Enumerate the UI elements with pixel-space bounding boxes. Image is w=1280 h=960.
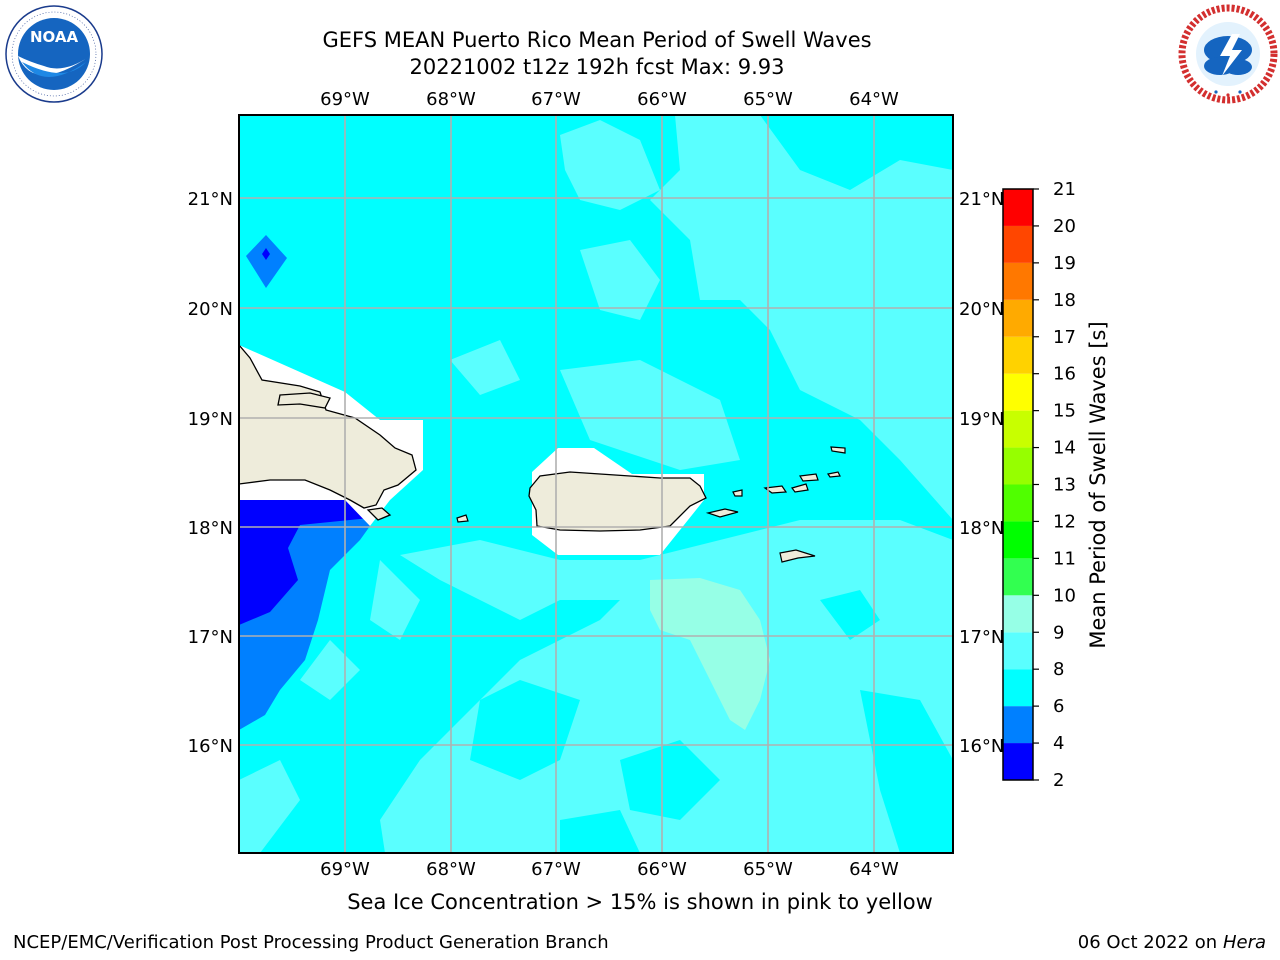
lat-label-left: 16°N	[188, 736, 233, 757]
nws-logo	[1178, 4, 1278, 108]
lon-label-top: 65°W	[743, 89, 793, 110]
colorbar-segment	[1003, 189, 1033, 226]
lon-label-top: 64°W	[849, 89, 899, 110]
colorbar-segment	[1003, 706, 1033, 744]
lon-label-bottom: 65°W	[743, 859, 793, 880]
lat-label-left: 17°N	[188, 627, 233, 648]
colorbar-tick-label: 17	[1053, 327, 1076, 348]
colorbar-segment	[1003, 521, 1033, 559]
colorbar-label: Mean Period of Swell Waves [s]	[1086, 321, 1110, 648]
lat-label-right: 18°N	[959, 518, 1004, 539]
colorbar-segment	[1003, 410, 1033, 448]
lat-label-left: 19°N	[188, 409, 233, 430]
colorbar-segment	[1003, 558, 1033, 596]
lon-label-bottom: 69°W	[320, 859, 370, 880]
map-frame	[238, 114, 954, 854]
colorbar-tick-label: 9	[1053, 622, 1064, 643]
colorbar: 2 4 6 8 9 10 11 12 13 14 15 16 17 18 19 20 21	[1002, 179, 1076, 791]
lon-label-bottom: 64°W	[849, 859, 899, 880]
colorbar-tick-label: 6	[1053, 696, 1064, 717]
lat-label-right: 19°N	[959, 409, 1004, 430]
colorbar-tick-label: 16	[1053, 364, 1076, 385]
colorbar-tick-label: 2	[1053, 770, 1064, 791]
colorbar-tick-label: 15	[1053, 401, 1076, 422]
footer-date: 06 Oct 2022 on Hera	[1078, 932, 1266, 953]
lon-label-bottom: 67°W	[531, 859, 581, 880]
colorbar-segment	[1003, 669, 1033, 707]
colorbar-tick-label: 10	[1053, 585, 1076, 606]
lat-label-right: 17°N	[959, 627, 1004, 648]
footer-host: Hera	[1222, 932, 1266, 953]
colorbar-segment	[1003, 336, 1033, 374]
sea-ice-caption: Sea Ice Concentration > 15% is shown in …	[347, 890, 933, 914]
lon-label-top: 66°W	[637, 89, 687, 110]
colorbar-segment	[1003, 484, 1033, 522]
lon-label-top: 69°W	[320, 89, 370, 110]
colorbar-tick-label: 13	[1053, 475, 1076, 496]
small-islands	[456, 446, 846, 563]
map-subtitle: 20221002 t12z 192h fcst Max: 9.93	[409, 55, 785, 79]
colorbar-tick-label: 8	[1053, 659, 1064, 680]
swell-contour-6-8-patches	[470, 590, 953, 853]
lon-label-bottom: 68°W	[426, 859, 476, 880]
colorbar-tick-label: 20	[1053, 216, 1076, 237]
colorbar-tick-label: 21	[1053, 179, 1076, 200]
footer-org: NCEP/EMC/Verification Post Processing Pr…	[13, 932, 609, 953]
colorbar-tick-label: 12	[1053, 511, 1076, 532]
colorbar-tick-label: 19	[1053, 253, 1076, 274]
lon-label-top: 68°W	[426, 89, 476, 110]
colorbar-tick-label: 14	[1053, 438, 1076, 459]
lat-label-right: 16°N	[959, 736, 1004, 757]
colorbar-segment	[1003, 373, 1033, 411]
swell-contour-2-4	[239, 500, 370, 625]
lat-label-left: 20°N	[188, 299, 233, 320]
lon-label-bottom: 66°W	[637, 859, 687, 880]
lat-label-right: 20°N	[959, 299, 1004, 320]
noaa-logo: NOAA	[4, 4, 104, 108]
colorbar-segment	[1003, 595, 1033, 633]
svg-text:NOAA: NOAA	[30, 28, 79, 46]
lat-label-left: 21°N	[188, 189, 233, 210]
lat-label-left: 18°N	[188, 518, 233, 539]
colorbar-tick-label: 11	[1053, 548, 1076, 569]
colorbar-segment	[1003, 447, 1033, 485]
graticule	[239, 115, 953, 853]
lon-label-top: 67°W	[531, 89, 581, 110]
colorbar-segment	[1003, 632, 1033, 670]
colorbar-segment	[1003, 262, 1033, 300]
colorbar-segment	[1003, 299, 1033, 337]
swell-contour-9-10	[650, 578, 770, 730]
lat-label-right: 21°N	[959, 189, 1004, 210]
map-title: GEFS MEAN Puerto Rico Mean Period of Swe…	[322, 28, 872, 52]
colorbar-tick-label: 18	[1053, 290, 1076, 311]
footer-date-text: 06 Oct 2022 on	[1077, 932, 1223, 953]
colorbar-segment	[1003, 743, 1033, 780]
colorbar-segment	[1003, 225, 1033, 263]
hispaniola-land	[239, 343, 417, 509]
colorbar-tick-label: 4	[1053, 733, 1064, 754]
